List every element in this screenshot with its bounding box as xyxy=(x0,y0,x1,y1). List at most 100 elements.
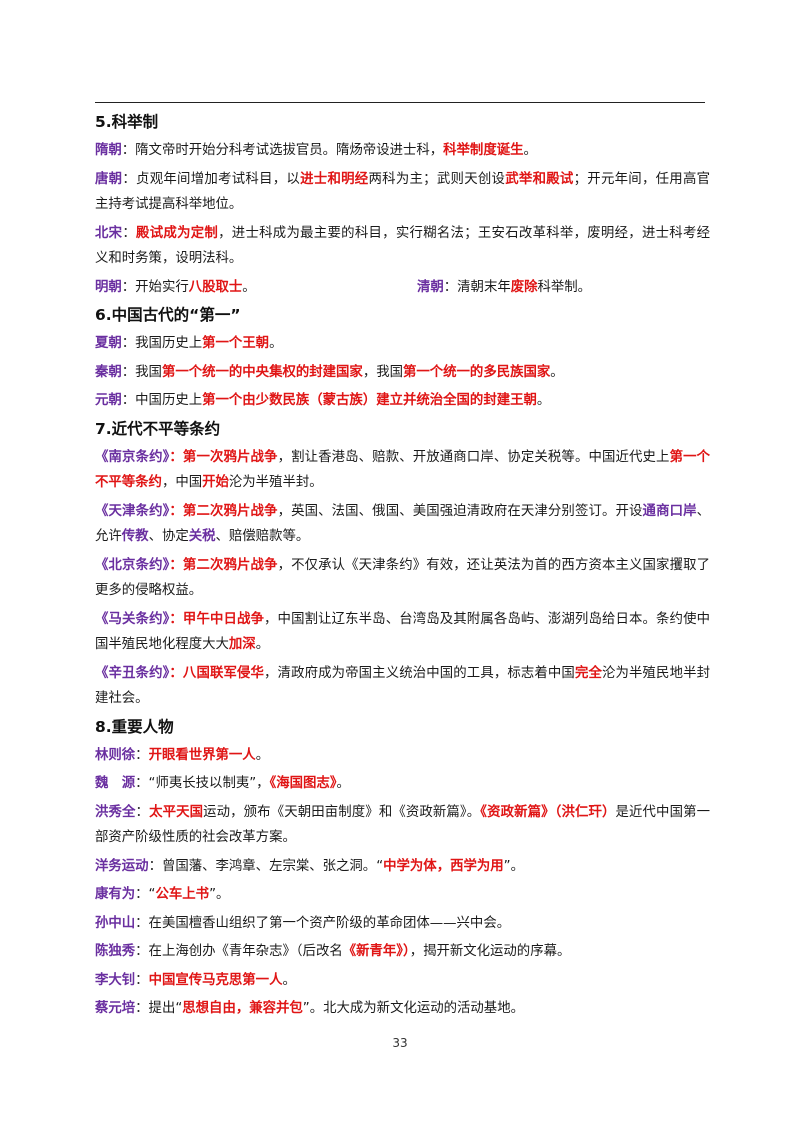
entry-label: 李大钊 xyxy=(95,972,136,988)
highlight-text: 第一个由少数民族（蒙古族）建立并统治全国的封建王朝 xyxy=(202,393,537,408)
entry-paragraph: 唐朝：贞观年间增加考试科目，以进士和明经两科为主；武则天创设武举和殿试；开元年间… xyxy=(95,167,710,218)
entry-label: 夏朝 xyxy=(95,336,122,351)
body-text: ：“师夷长技以制夷”， xyxy=(135,776,270,791)
highlight-text: 完全 xyxy=(574,665,602,681)
body-text: 。 xyxy=(536,393,551,408)
body-text: 。 xyxy=(255,747,270,763)
highlight-text: 关税 xyxy=(188,529,216,544)
body-text: ，我国 xyxy=(362,364,403,380)
body-text: 。 xyxy=(242,279,256,295)
entry-label: 陈独秀 xyxy=(95,944,136,959)
body-text: 。 xyxy=(255,637,270,652)
entry-paragraph: 《马关条约》：甲午中日战争，中国割让辽东半岛、台湾岛及其附属各岛屿、澎湖列岛给日… xyxy=(95,607,710,658)
highlight-text: 科举制度诞生 xyxy=(443,143,524,158)
body-text: ，不仅承认《天津条约》有效，还让英法为首的西方资本主义国家攫取了更多的侵略权益。 xyxy=(95,557,710,599)
body-text: ：中国历史上 xyxy=(121,393,203,408)
highlight-text: 第一个不平等条约 xyxy=(95,449,711,491)
entry-label: 康有为 xyxy=(95,887,136,902)
entry-label: 明朝 xyxy=(95,279,122,295)
highlight-text: 第一个王朝 xyxy=(202,336,270,351)
entry-paragraph: 隋朝：隋文帝时开始分科考试选拔官员。隋炀帝设进士科，科举制度诞生。 xyxy=(95,138,710,164)
highlight-text: 公车上书 xyxy=(155,887,210,902)
highlight-text: 开眼看世界第一人 xyxy=(148,747,256,763)
entry-paragraph: 蔡元培：提出“思想自由，兼容并包”。北大成为新文化运动的活动基地。 xyxy=(95,996,710,1022)
entry-label: 唐朝 xyxy=(95,171,123,187)
entry-label: 蔡元培 xyxy=(95,1001,136,1016)
entry-label: 北宋 xyxy=(95,225,123,241)
body-text: ”。 xyxy=(503,858,524,874)
entry-paragraph: 李大钊：中国宣传马克思第一人。 xyxy=(95,968,710,994)
entry-label: 洪秀全 xyxy=(95,804,136,820)
body-text: ，中国 xyxy=(161,475,203,490)
entry-label: 洋务运动 xyxy=(95,858,149,874)
entry-label: 元朝 xyxy=(95,393,122,408)
section: 7.近代不平等条约《南京条约》：第一次鸦片战争，割让香港岛、赔款、开放通商口岸、… xyxy=(95,417,710,712)
entry-paragraph: 清朝：清朝末年废除科举制。 xyxy=(417,275,591,301)
highlight-text: 《天津条约》 xyxy=(95,503,170,519)
highlight-text: 《新青年》） xyxy=(342,944,410,959)
body-text: ，揭开新文化运动的序幕。 xyxy=(409,944,571,959)
body-text: 两科为主；武则天创设 xyxy=(368,171,506,187)
entry-label: 林则徐 xyxy=(95,747,136,763)
entry-paragraph: 洋务运动：曾国藩、李鸿章、左宗棠、张之洞。“中学为体，西学为用”。 xyxy=(95,854,710,880)
body-text: 。 xyxy=(269,336,283,351)
section-title: 8.重要人物 xyxy=(95,717,174,736)
section: 8.重要人物 林则徐：开眼看世界第一人。魏 源：“师夷长技以制夷”，《海国图志》。… xyxy=(95,715,710,1022)
highlight-text: 太平天国 xyxy=(149,804,204,820)
entry-paragraph: 《天津条约》：第二次鸦片战争，英国、法国、俄国、美国强迫清政府在天津分别签订。开… xyxy=(95,499,710,550)
highlight-text: 《马关条约》 xyxy=(95,611,170,627)
highlight-text: ：第二次鸦片战争 xyxy=(169,503,278,519)
section-title: 7.近代不平等条约 xyxy=(95,419,221,438)
entry-paragraph: 《辛丑条约》：八国联军侵华，清政府成为帝国主义统治中国的工具，标志着中国完全沦为… xyxy=(95,661,710,712)
highlight-text: 第一个统一的中央集权的封建国家 xyxy=(161,364,363,380)
highlight-text: 废除 xyxy=(510,279,538,295)
entry-paragraph: 孙中山：在美国檀香山组织了第一个资产阶级的革命团体——兴中会。 xyxy=(95,911,710,937)
highlight-text: 《北京条约》 xyxy=(95,557,170,573)
highlight-text: ：八国联军侵华 xyxy=(169,665,265,681)
body-text: 沦为半殖民地半封建社会。 xyxy=(95,665,710,707)
highlight-text: 《资政新篇》（洪仁玕） xyxy=(480,804,616,820)
body-text: ”。 xyxy=(209,887,230,902)
highlight-text: 开始 xyxy=(202,475,229,490)
body-text: 。 xyxy=(336,776,350,791)
body-text: ；开元年间，任用高官主持考试提高科举地位。 xyxy=(95,171,711,213)
body-text: ：曾国藩、李鸿章、左宗棠、张之洞。“ xyxy=(148,858,384,874)
body-text: 、赔偿赔款等。 xyxy=(215,529,310,544)
highlight-text: 武举和殿试 xyxy=(505,171,574,187)
entry-paragraph: 洪秀全：太平天国运动，颁布《天朝田亩制度》和《资政新篇》。《资政新篇》（洪仁玕）… xyxy=(95,800,710,851)
body-text: 。 xyxy=(282,972,296,988)
body-text: ：在美国檀香山组织了第一个资产阶级的革命团体——兴中会。 xyxy=(135,915,511,931)
body-text: ：在上海创办《青年杂志》（后改名 xyxy=(135,944,343,959)
highlight-text: ：第二次鸦片战争 xyxy=(169,557,278,573)
body-text: ，进士科成为最主要的科目，实行糊名法；王安石改革科举，废明经，进士科考经义和时务… xyxy=(95,225,711,267)
highlight-text: 中国宣传马克思第一人 xyxy=(148,972,283,988)
body-text: 是近代中国第一部资产阶级性质的社会改革方案。 xyxy=(95,804,710,846)
section: 6.中国古代的“第一” 夏朝：我国历史上第一个王朝。 秦朝：我国第一个统一的中央集权… xyxy=(95,303,710,414)
entry-label: 魏 源 xyxy=(95,776,136,791)
body-text: ：“ xyxy=(135,887,156,902)
body-text: ： xyxy=(135,804,150,820)
entry-paragraph: 陈独秀：在上海创办《青年杂志》（后改名《新青年》），揭开新文化运动的序幕。 xyxy=(95,939,710,965)
body-text: ，英国、法国、俄国、美国强迫清政府在天津分别签订。开设 xyxy=(277,503,643,519)
body-text: 、允许 xyxy=(95,503,711,545)
body-text: ：开始实行 xyxy=(121,279,189,295)
entry-label: 清朝 xyxy=(417,279,444,295)
body-text: ：隋文帝时开始分科考试选拔官员。隋炀帝设进士科， xyxy=(121,143,444,158)
highlight-text: 中学为体，西学为用 xyxy=(383,858,504,874)
highlight-text: 进士和明经 xyxy=(300,171,369,187)
highlight-text: 加深 xyxy=(228,637,256,652)
body-text: ：我国 xyxy=(121,364,162,380)
highlight-text: ：甲午中日战争 xyxy=(169,611,265,627)
highlight-text: 传教 xyxy=(121,529,149,544)
entry-paragraph: 元朝：中国历史上第一个由少数民族（蒙古族）建立并统治全国的封建王朝。 xyxy=(95,388,710,414)
entry-paragraph: 《南京条约》：第一次鸦片战争，割让香港岛、赔款、开放通商口岸、协定关税等。中国近… xyxy=(95,445,710,496)
page-number: 33 xyxy=(392,1036,408,1050)
entry-label: 隋朝 xyxy=(95,143,122,158)
body-text: 。 xyxy=(550,364,564,380)
highlight-text: 思想自由，兼容并包 xyxy=(182,1001,303,1016)
highlight-text: 第一个统一的多民族国家 xyxy=(402,364,551,380)
entry-label: 孙中山 xyxy=(95,915,136,931)
body-text: ： xyxy=(122,225,137,241)
section-title: 6.中国古代的“第一” xyxy=(95,306,241,324)
entry-paragraph: 北宋：殿试成为定制，进士科成为最主要的科目，实行糊名法；王安石改革科举，废明经，… xyxy=(95,221,710,272)
